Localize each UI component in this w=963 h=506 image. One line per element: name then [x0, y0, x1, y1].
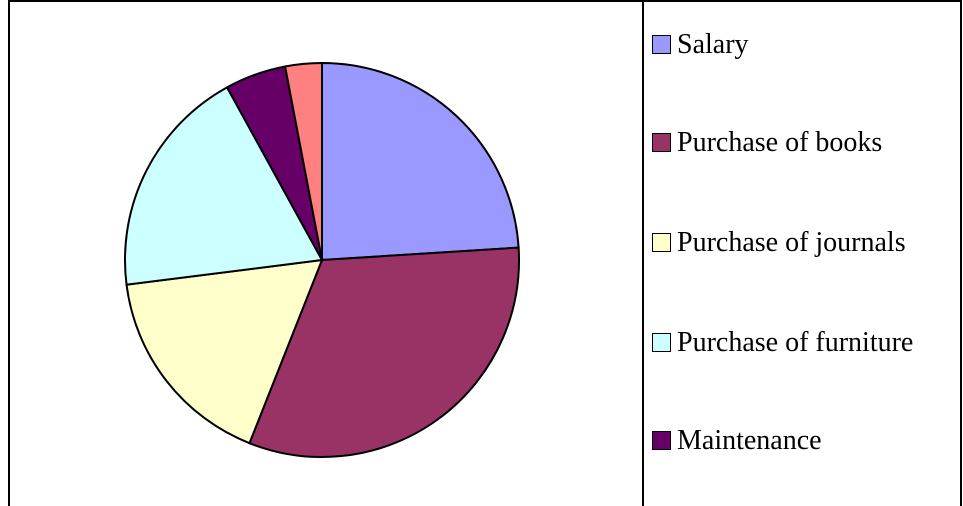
pie-slice: [125, 258, 324, 445]
legend-item: Purchase of journals: [652, 220, 922, 265]
pie-slice: [248, 246, 520, 458]
legend-item: Salary: [652, 22, 922, 67]
pie-slice: [321, 61, 520, 262]
pie-slice: [124, 86, 324, 286]
legend-swatch: [652, 133, 671, 152]
legend-label: Salary: [677, 29, 749, 60]
pie-slice: [283, 61, 323, 261]
legend-label: Purchase of books: [677, 127, 883, 158]
legend-item: Maintenance: [652, 418, 922, 463]
legend-swatch: [652, 233, 671, 252]
legend-label: Purchase of furniture: [677, 327, 914, 358]
legend-label: Purchase of journals: [677, 227, 906, 258]
legend-label: Maintenance: [677, 425, 822, 456]
legend-swatch: [652, 35, 671, 54]
legend-item: Purchase of books: [652, 120, 922, 165]
legend-swatch: [652, 431, 671, 450]
legend-swatch: [652, 333, 671, 352]
legend-item: Purchase of furniture: [652, 320, 922, 365]
